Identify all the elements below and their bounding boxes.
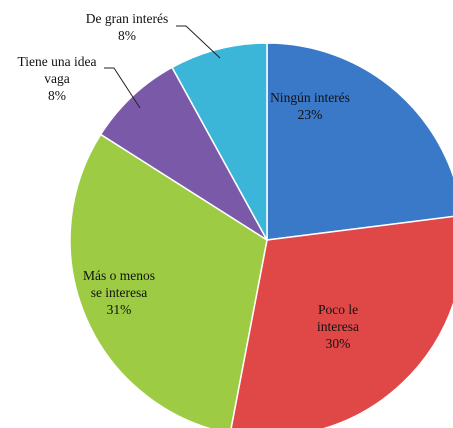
leader-line	[104, 67, 141, 109]
slice-label: Ningún interés 23%	[270, 90, 350, 122]
pie-slice	[266, 42, 453, 241]
pie-slice	[171, 42, 268, 241]
pie-slice	[69, 133, 268, 428]
slice-label: De gran interés 8%	[86, 11, 168, 43]
pie-slice	[230, 215, 453, 428]
leader-line	[176, 25, 221, 59]
slice-label: Poco le interesa 30%	[317, 302, 359, 351]
slice-label: Tiene una idea vaga 8%	[18, 54, 97, 103]
slice-label: Más o menos se interesa 31%	[83, 268, 155, 317]
